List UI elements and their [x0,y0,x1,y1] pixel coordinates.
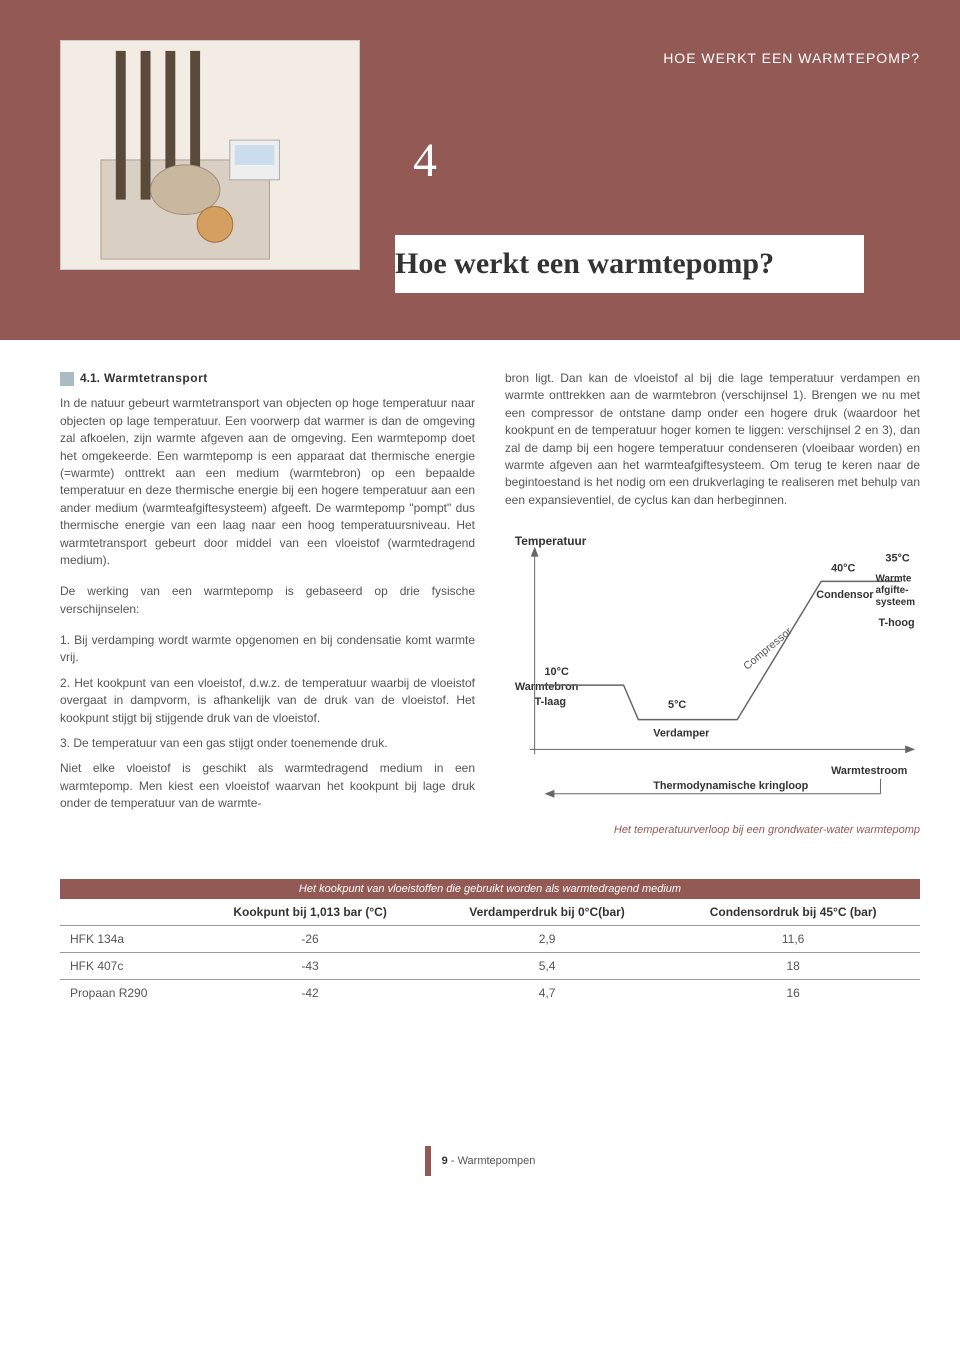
table-cell: -26 [192,926,428,953]
footer-bar-icon [425,1146,431,1176]
diagram-label: Verdamper [653,728,710,740]
diagram-label: systeem [876,597,916,608]
table-cell: 2,9 [428,926,666,953]
diagram-label: 10°C [545,666,569,678]
diagram-caption: Het temperatuurverloop bij een grondwate… [505,823,920,839]
table-cell: 16 [666,980,920,1007]
chapter-number-box: 4 [395,120,455,200]
thermo-cycle-chart-icon: Temperatuur 10°C Warmtebron T-laag 5°C V… [505,527,920,814]
page-footer: 9 - Warmtepompen [0,1146,960,1206]
bullet-square-icon [60,372,74,386]
diagram-label: afgifte- [876,585,909,596]
table-header: Verdamperdruk bij 0°C(bar) [428,899,666,926]
diagram-label: T-hoog [878,617,914,629]
header-band: HOE WERKT EEN WARMTEPOMP? 4 Hoe werkt ee… [0,0,960,340]
section-number: 4.1. [80,370,100,387]
list-item: 3. De temperatuur van een gas stijgt ond… [60,735,475,752]
diagram-label: 35°C [885,553,909,565]
table-header: Kookpunt bij 1,013 bar (°C) [192,899,428,926]
content-columns: 4.1. Warmtetransport In de natuur gebeur… [0,340,960,839]
table-title: Het kookpunt van vloeistoffen die gebrui… [60,879,920,899]
list-item: 1. Bij verdamping wordt warmte opgenomen… [60,632,475,667]
running-header: HOE WERKT EEN WARMTEPOMP? [663,50,920,66]
heatpump-illustration-icon [61,41,359,269]
temperature-diagram: Temperatuur 10°C Warmtebron T-laag 5°C V… [505,527,920,839]
footer-doc-title: - Warmtepompen [451,1155,536,1167]
axis-label: Temperatuur [515,534,587,548]
table-cell: Propaan R290 [60,980,192,1007]
table-cell: 4,7 [428,980,666,1007]
table-cell: 5,4 [428,953,666,980]
table-row: Propaan R290 -42 4,7 16 [60,980,920,1007]
page: HOE WERKT EEN WARMTEPOMP? 4 Hoe werkt ee… [0,0,960,1206]
page-number: 9 [442,1155,448,1167]
refrigerant-table: Het kookpunt van vloeistoffen die gebrui… [60,879,920,1006]
data-table: Kookpunt bij 1,013 bar (°C) Verdamperdru… [60,899,920,1006]
chapter-number: 4 [413,133,437,188]
diagram-label: Condensor [816,589,874,601]
chapter-title: Hoe werkt een warmtepomp? [395,235,864,293]
diagram-label: Warmtebron [515,681,579,693]
table-cell: -43 [192,953,428,980]
diagram-label: Warmtestroom [831,765,907,777]
table-cell: 11,6 [666,926,920,953]
paragraph: bron ligt. Dan kan de vloeistof al bij d… [505,370,920,509]
diagram-label: 40°C [831,563,855,575]
diagram-label: 5°C [668,699,686,711]
table-header [60,899,192,926]
table-cell: 18 [666,953,920,980]
paragraph: Niet elke vloeistof is geschikt als warm… [60,760,475,812]
diagram-label: Warmte [876,573,912,584]
table-row: HFK 134a -26 2,9 11,6 [60,926,920,953]
hero-illustration [60,40,360,270]
paragraph: De werking van een warmtepomp is gebasee… [60,583,475,618]
diagram-label: Thermodynamische kringloop [653,780,808,792]
table-cell: HFK 134a [60,926,192,953]
paragraph: In de natuur gebeurt warmtetransport van… [60,395,475,569]
diagram-label: T-laag [535,696,566,708]
table-cell: -42 [192,980,428,1007]
table-row: HFK 407c -43 5,4 18 [60,953,920,980]
table-header-row: Kookpunt bij 1,013 bar (°C) Verdamperdru… [60,899,920,926]
right-column: bron ligt. Dan kan de vloeistof al bij d… [505,370,920,839]
table-header: Condensordruk bij 45°C (bar) [666,899,920,926]
section-title: Warmtetransport [104,370,208,387]
left-column: 4.1. Warmtetransport In de natuur gebeur… [60,370,475,839]
table-cell: HFK 407c [60,953,192,980]
list-item: 2. Het kookpunt van een vloeistof, d.w.z… [60,675,475,727]
diagram-label: Compressor [741,625,794,672]
section-heading: 4.1. Warmtetransport [60,370,475,387]
